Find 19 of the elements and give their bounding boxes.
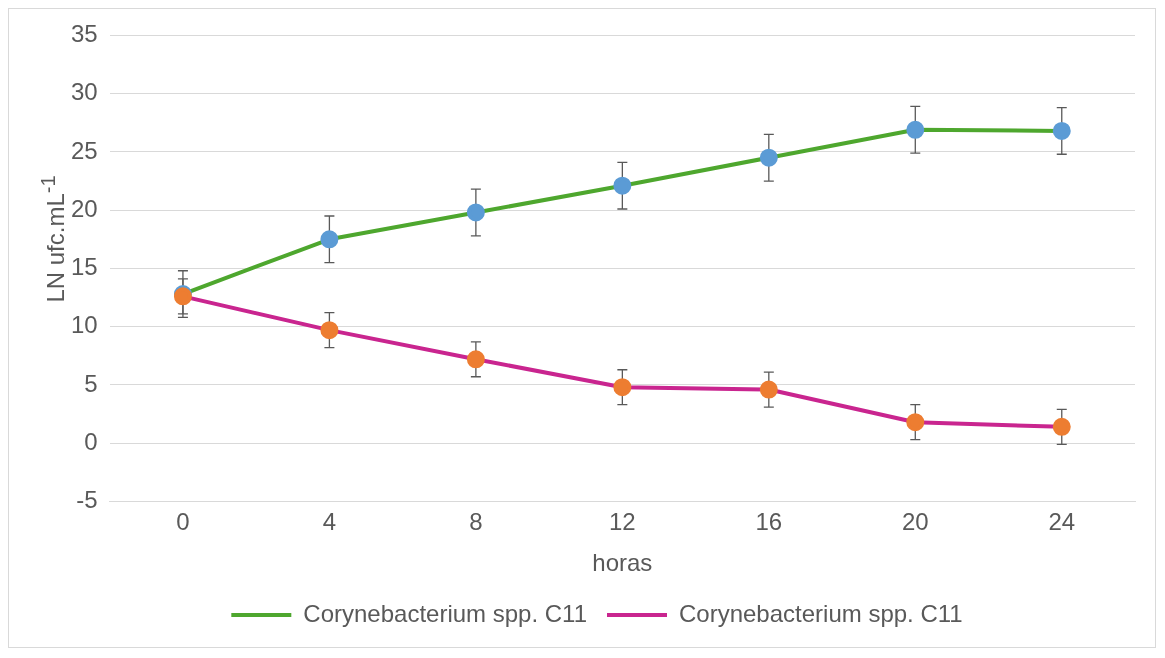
y-tick-label: 0: [84, 427, 98, 455]
x-tick-label: 8: [469, 508, 483, 536]
x-axis-title: horas: [592, 549, 653, 577]
y-tick-label: 20: [70, 194, 98, 222]
x-tick-label: 0: [176, 508, 190, 536]
legend-label: Corynebacterium spp. C11: [303, 599, 587, 627]
x-tick-label: 24: [1048, 508, 1076, 536]
x-tick-label: 4: [322, 508, 337, 536]
legend-label: Corynebacterium spp. C11: [679, 599, 963, 627]
y-tick-label: 10: [70, 311, 98, 339]
x-tick-label: 12: [609, 508, 636, 536]
y-tick-label: 15: [70, 253, 98, 281]
x-tick-label: 20: [901, 508, 929, 536]
y-tick-label: 35: [70, 20, 98, 48]
y-tick-label: 5: [84, 369, 98, 397]
y-tick-label: -5: [76, 486, 98, 514]
y-tick-label: 30: [70, 78, 98, 106]
y-tick-label: 25: [70, 136, 98, 164]
x-tick-label: 16: [755, 508, 783, 536]
